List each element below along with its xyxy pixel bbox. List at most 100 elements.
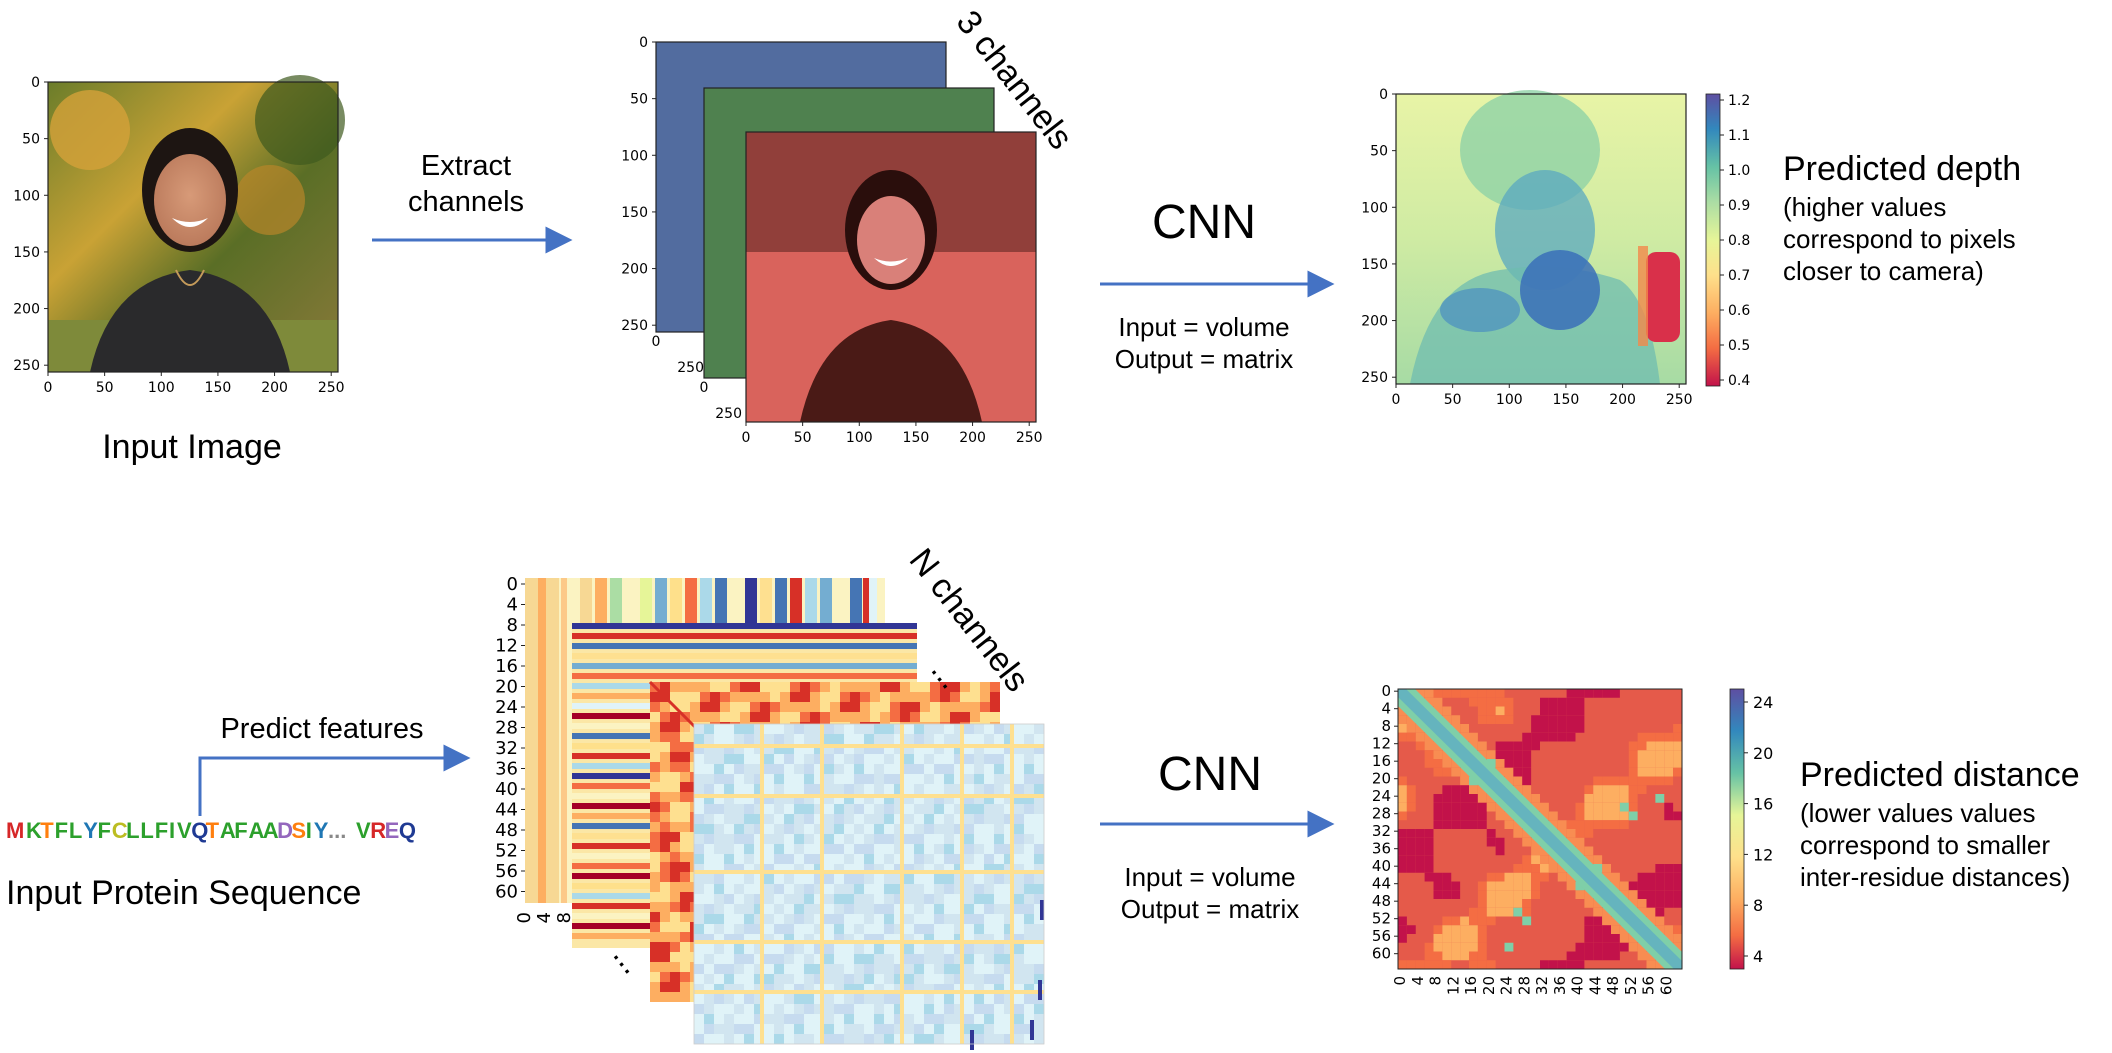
feature-ytick: 40 [495,779,518,800]
predicted-depth-desc-line1: (higher values [1783,192,1946,222]
distance-ytick: 60 [1372,945,1391,963]
depth-map-ytick: 100 [1361,200,1388,216]
distance-ytick: 52 [1372,910,1391,928]
input-image-xtick: 100 [148,380,175,396]
blue-channel-ytick: 150 [621,205,648,221]
depth-map-xtick: 0 [1392,392,1401,408]
feature-ytick: 24 [495,697,518,718]
channel-red [745,131,1037,423]
input-image-ytick: 150 [13,245,40,261]
distance-ytick: 12 [1372,735,1391,753]
depth-colorbar-ticks: 1.2 1.1 1.0 0.9 0.8 0.7 0.6 0.5 0.4 [1720,93,1750,389]
distance-colorbar-tick: 20 [1753,744,1773,763]
feature-ytick: 44 [495,800,518,821]
depth-colorbar-tick: 1.0 [1728,163,1750,179]
sequence-letter: F [98,818,111,843]
blue-channel-ytick: 200 [621,262,648,278]
red-channel-xtick: 100 [846,430,873,446]
distance-ytick: 28 [1372,805,1391,823]
depth-map-xtick: 50 [1444,392,1462,408]
depth-map-ytick: 250 [1361,370,1388,386]
distance-ytick: 32 [1372,822,1391,840]
input-image-xtick: 50 [96,380,114,396]
distance-colorbar-tick: 8 [1753,896,1763,915]
depth-colorbar-tick: 0.8 [1728,233,1750,249]
blue-channel-xtick: 0 [652,334,661,350]
sequence-letter: I [306,818,312,843]
distance-colorbar-tick: 16 [1753,795,1773,814]
distance-xtick: 32 [1533,976,1551,995]
distance-xtick: 0 [1391,976,1409,986]
blue-channel-ytick: 100 [621,148,648,164]
distance-xtick: 28 [1515,976,1533,995]
sequence-letter: F [155,818,168,843]
depth-map-ticks: 0 0 50 50 100 100 150 150 200 200 250 250 [1361,87,1692,408]
feature-ytick: 4 [507,595,518,616]
sequence-letter: D [277,818,293,843]
depth-map-xtick: 250 [1666,392,1693,408]
sequence-letter: E [385,818,400,843]
depth-colorbar-tick: 0.7 [1728,268,1750,284]
feature-xtick: 8 [554,912,575,923]
sequence-letter: T [40,818,54,843]
sequence-letter: A [263,818,279,843]
distance-xtick: 36 [1551,976,1569,995]
green-channel-ytick: 250 [677,360,704,376]
extract-channels-label-line1: Extract [421,150,511,182]
input-protein-label: Input Protein Sequence [6,874,361,912]
depth-colorbar-tick: 0.9 [1728,198,1750,214]
cnn-label-top: CNN [1152,196,1256,249]
depth-map-ytick: 150 [1361,257,1388,273]
feature-ytick: 52 [495,841,518,862]
predicted-depth-title: Predicted depth [1783,150,2021,188]
sequence-letter: L [126,818,139,843]
input-image-xtick: 0 [44,380,53,396]
input-image-ticks: 0 0 50 50 100 100 150 150 200 200 250 250 [13,75,344,396]
distance-ytick: 0 [1381,682,1391,700]
distance-colorbar-ticks: 24 20 16 12 8 4 [1744,693,1773,966]
input-image-xtick: 250 [318,380,345,396]
sequence-letter: I [169,818,175,843]
depth-colorbar-tick: 1.1 [1728,128,1750,144]
input-image-label: Input Image [102,428,282,466]
sequence-letter: ... [328,818,346,843]
distance-ytick: 24 [1372,787,1391,805]
depth-map-ytick: 50 [1370,144,1388,160]
input-image-xtick: 200 [261,380,288,396]
depth-map-xtick: 200 [1609,392,1636,408]
distance-xtick: 44 [1586,976,1604,995]
sequence-letter: V [356,818,371,843]
distance-colorbar-tick: 4 [1753,947,1763,966]
feature-ytick: 16 [495,656,518,677]
distance-map-ticks: 0044881212161620202424282832323636404044… [1372,682,1676,995]
green-channel-xtick: 0 [700,380,709,396]
depth-colorbar [1705,93,1721,387]
depth-map-xtick: 150 [1553,392,1580,408]
feature-ytick: 8 [507,615,518,636]
input-image-ytick: 0 [31,75,40,91]
sequence-letter: V [177,818,192,843]
feature-xtick: 4 [534,912,555,923]
feature-ytick: 60 [495,882,518,903]
distance-xtick: 16 [1462,976,1480,995]
extract-channels-label-line2: channels [408,186,524,218]
predicted-distance-desc-line1: (lower values values [1800,798,2036,828]
red-channel-xtick: 200 [959,430,986,446]
distance-ytick: 48 [1372,892,1391,910]
blue-channel-ytick: 250 [621,318,648,334]
sequence-letter: C [112,818,128,843]
cnn-io-bottom-line2: Output = matrix [1121,894,1299,924]
distance-ytick: 40 [1372,857,1391,875]
sequence-letter: F [234,818,247,843]
input-image-ytick: 200 [13,302,40,318]
distance-xtick: 52 [1622,976,1640,995]
red-channel-xtick: 150 [903,430,930,446]
sequence-letter: A [249,818,265,843]
distance-colorbar-tick: 12 [1753,845,1773,864]
sequence-letter: S [291,818,306,843]
sequence-letter: F [55,818,68,843]
predicted-depth-desc-line2: correspond to pixels [1783,224,2016,254]
depth-colorbar-tick: 1.2 [1728,93,1750,109]
n-channels-label: N channels [902,542,1037,699]
